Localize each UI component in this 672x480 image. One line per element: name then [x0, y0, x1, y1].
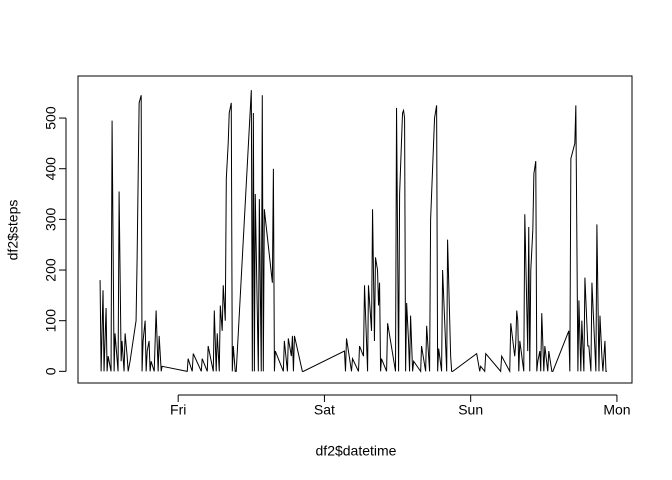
y-tick-label: 400 — [43, 157, 59, 181]
x-tick-label: Sun — [458, 402, 483, 418]
y-tick-label: 100 — [43, 309, 59, 333]
y-tick-label: 300 — [43, 207, 59, 231]
x-tick-label: Fri — [170, 402, 186, 418]
plot-box — [77, 75, 633, 384]
y-axis-label: df2$steps — [5, 200, 21, 261]
x-tick-label: Sat — [314, 402, 335, 418]
data-line — [99, 90, 607, 374]
y-tick-label: 200 — [43, 258, 59, 282]
y-tick-label: 0 — [43, 367, 59, 375]
x-tick-label: Mon — [603, 402, 630, 418]
y-tick-label: 500 — [43, 106, 59, 130]
x-axis-label: df2$datetime — [316, 443, 397, 459]
